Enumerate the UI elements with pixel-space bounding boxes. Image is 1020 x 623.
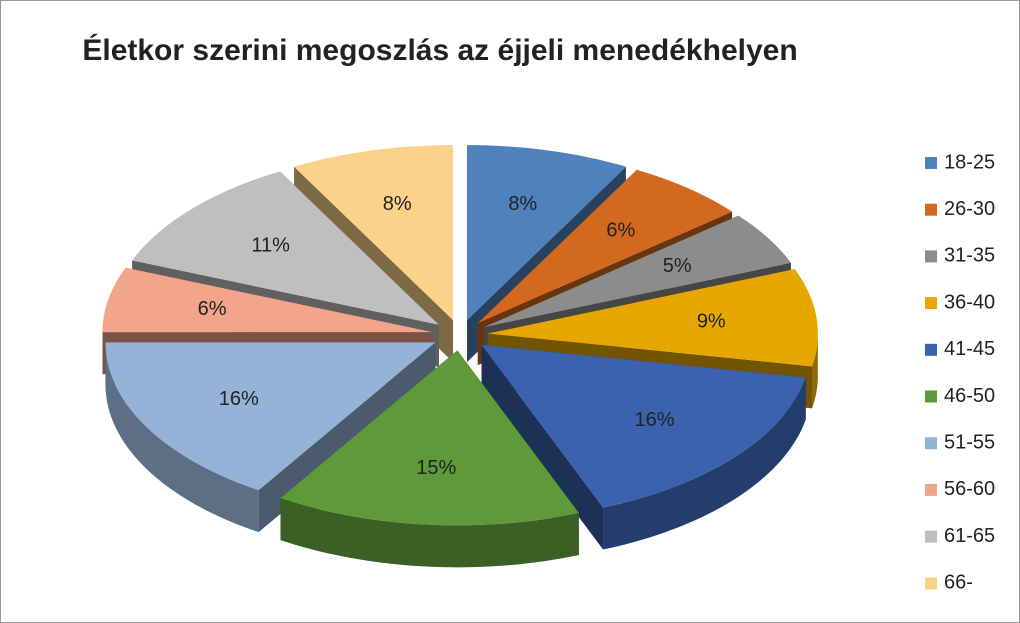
legend-label: 31-35 xyxy=(944,245,995,267)
legend-swatch xyxy=(925,203,937,216)
slice-top xyxy=(294,145,454,321)
slice-top xyxy=(477,169,733,324)
slice: 15% xyxy=(280,350,579,568)
legend-swatch xyxy=(925,157,937,169)
legend-label: 56-60 xyxy=(944,478,995,500)
legend-swatch xyxy=(925,343,937,356)
data-label: 5% xyxy=(663,255,692,277)
legend-swatch xyxy=(925,530,937,543)
slice-wall xyxy=(812,333,818,409)
legend-label: 18-25 xyxy=(944,151,995,173)
legend-swatch xyxy=(925,437,937,450)
slice-wall xyxy=(603,377,806,550)
legend-label: 51-55 xyxy=(944,431,995,453)
legend-swatch xyxy=(925,250,937,263)
slice-top xyxy=(105,342,436,491)
legend-label: 26-30 xyxy=(944,198,995,220)
data-label: 8% xyxy=(383,193,412,215)
slice-top xyxy=(466,145,626,321)
legend-swatch xyxy=(925,483,937,496)
data-label: 6% xyxy=(198,298,227,320)
slice-side xyxy=(481,344,604,550)
slice-wall xyxy=(280,498,579,568)
data-label: 16% xyxy=(634,409,674,431)
legend-swatch xyxy=(925,577,937,590)
slice: 16% xyxy=(481,344,806,550)
slice-top xyxy=(487,269,818,367)
legend-swatch xyxy=(925,390,937,403)
data-label: 11% xyxy=(251,234,290,256)
data-label: 9% xyxy=(697,311,726,333)
slice-top xyxy=(280,350,579,526)
data-label: 15% xyxy=(416,457,456,479)
slice-top xyxy=(481,344,806,508)
data-label: 8% xyxy=(508,193,537,215)
data-label: 16% xyxy=(219,388,259,410)
slice-top xyxy=(132,171,439,325)
slice-top xyxy=(102,267,433,333)
legend-label: 46-50 xyxy=(944,385,995,407)
data-label: 6% xyxy=(606,220,635,242)
slice-wall xyxy=(105,342,259,533)
chart-title: Életkor szerini megoszlás az éjjeli mene… xyxy=(82,33,797,67)
legend-label: 61-65 xyxy=(944,525,995,547)
legend-label: 36-40 xyxy=(944,291,995,313)
slice-top xyxy=(484,215,791,328)
legend-label: 41-45 xyxy=(944,338,995,360)
legend-swatch xyxy=(925,297,937,310)
legend-label: 66- xyxy=(944,572,973,594)
